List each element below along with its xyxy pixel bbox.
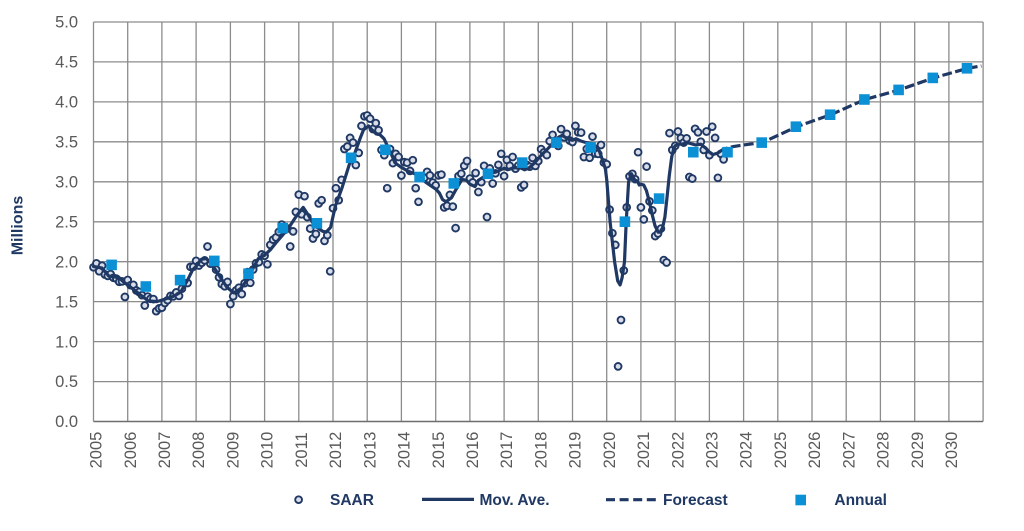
svg-text:4.0: 4.0 [55,94,78,112]
svg-text:2024: 2024 [738,432,756,469]
svg-text:2007: 2007 [156,432,174,469]
svg-text:Millions: Millions [10,196,27,256]
svg-text:2021: 2021 [635,432,653,469]
svg-text:3.5: 3.5 [55,134,78,152]
svg-text:0.5: 0.5 [55,373,78,391]
svg-text:2.0: 2.0 [55,253,78,271]
svg-text:2025: 2025 [772,432,790,469]
svg-text:2010: 2010 [259,432,277,469]
svg-text:1.5: 1.5 [55,293,78,311]
svg-text:SAAR: SAAR [330,492,374,509]
svg-text:2023: 2023 [704,432,722,469]
svg-text:2022: 2022 [669,432,687,469]
svg-text:2.5: 2.5 [55,213,78,231]
svg-text:0.0: 0.0 [55,413,78,431]
svg-text:2030: 2030 [943,432,961,469]
svg-text:2018: 2018 [532,432,550,469]
svg-text:2015: 2015 [430,432,448,469]
svg-text:2005: 2005 [88,432,106,469]
svg-text:2012: 2012 [327,432,345,469]
svg-text:Annual: Annual [834,492,887,509]
svg-text:2020: 2020 [601,432,619,469]
svg-text:2013: 2013 [361,432,379,469]
svg-text:2008: 2008 [190,432,208,469]
svg-text:2009: 2009 [225,432,243,469]
svg-text:4.5: 4.5 [55,54,78,72]
svg-text:2027: 2027 [840,432,858,469]
svg-text:2026: 2026 [806,432,824,469]
svg-text:3.0: 3.0 [55,174,78,192]
svg-text:2019: 2019 [567,432,585,469]
svg-text:2014: 2014 [396,432,414,469]
svg-text:2029: 2029 [909,432,927,469]
svg-text:2016: 2016 [464,432,482,469]
svg-text:2017: 2017 [498,432,516,469]
svg-text:5.0: 5.0 [55,14,78,32]
svg-text:2011: 2011 [293,432,311,467]
svg-text:Mov. Ave.: Mov. Ave. [480,492,550,509]
svg-text:1.0: 1.0 [55,333,78,351]
svg-text:Forecast: Forecast [663,492,728,509]
svg-text:2028: 2028 [875,432,893,469]
svg-text:2006: 2006 [122,432,140,469]
